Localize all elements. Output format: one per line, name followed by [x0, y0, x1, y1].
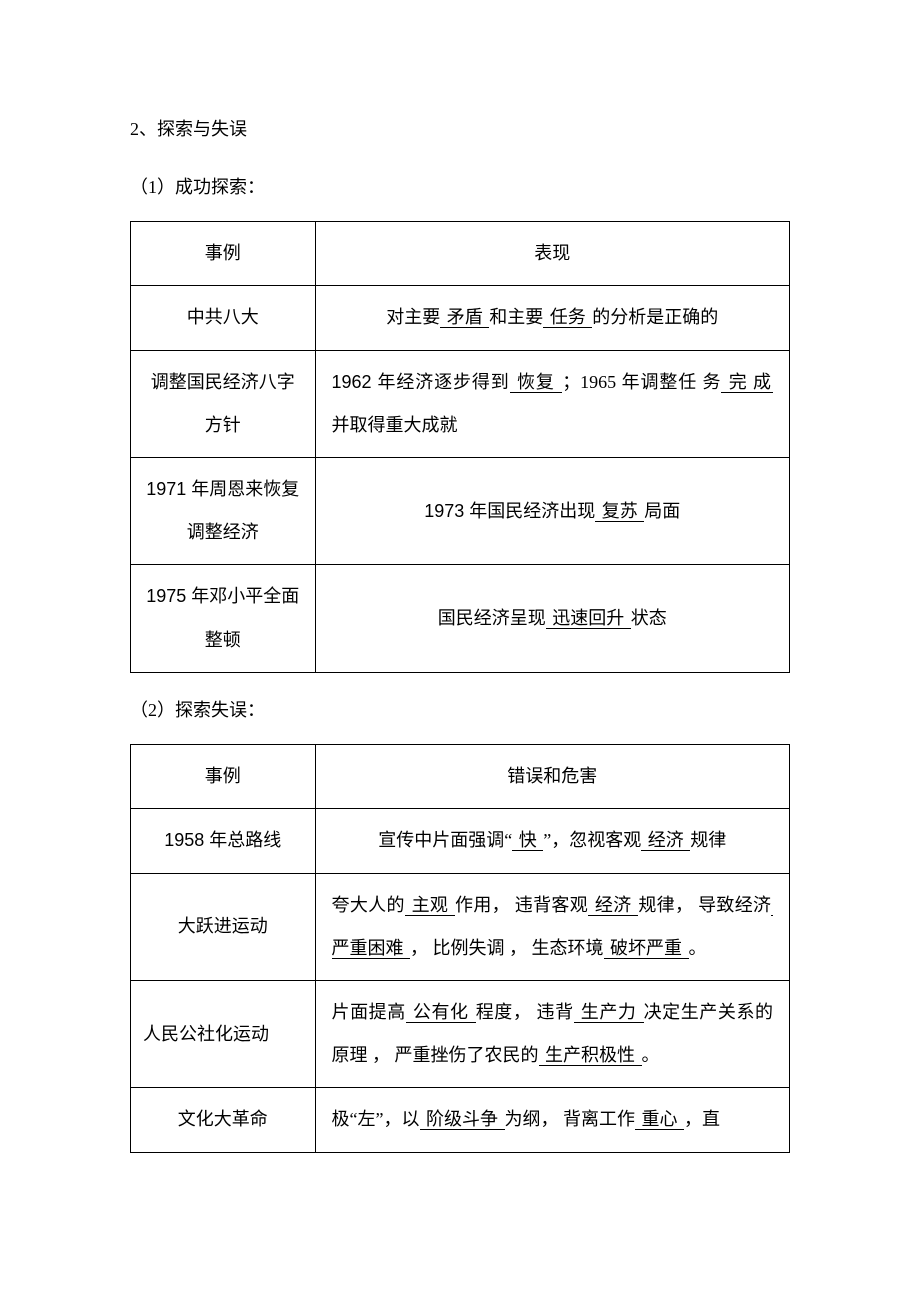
subsection-2-heading: （2）探索失误：: [130, 691, 790, 731]
table-row: 调整国民经济八字方针 1962 年经济逐步得到 恢复 ；1965 年调整任 务 …: [131, 350, 790, 457]
case-cell: 大跃进运动: [131, 873, 316, 980]
blank-fill: 公有化: [406, 1002, 476, 1023]
case-cell: 1975 年邓小平全面整顿: [131, 565, 316, 672]
success-exploration-table: 事例 表现 中共八大 对主要 矛盾 和主要 任务 的分析是正确的 调整国民经济八…: [130, 221, 790, 673]
case-cell: 中共八大: [131, 286, 316, 350]
blank-fill: 恢复: [510, 372, 563, 393]
case-cell: 1971 年周恩来恢复调整经济: [131, 457, 316, 564]
blank-fill: 重心: [635, 1109, 684, 1130]
table-header-row: 事例 表现: [131, 222, 790, 286]
blank-fill: 任务: [543, 307, 592, 328]
header-case: 事例: [131, 222, 316, 286]
header-expression: 表现: [315, 222, 789, 286]
table-row: 大跃进运动 夸大人的 主观 作用， 违背客观 经济 规律， 导致经济 严重困难 …: [131, 873, 790, 980]
blank-fill: 迅速回升: [546, 608, 631, 629]
expression-cell: 1962 年经济逐步得到 恢复 ；1965 年调整任 务 完 成 并取得重大成就: [315, 350, 789, 457]
exploration-error-table: 事例 错误和危害 1958 年总路线 宣传中片面强调“ 快 ”，忽视客观 经济 …: [130, 744, 790, 1152]
blank-fill: 经济: [588, 895, 638, 916]
header-harm: 错误和危害: [315, 745, 789, 809]
blank-fill: 阶级斗争: [420, 1109, 505, 1130]
blank-fill: 破坏严重: [604, 938, 689, 959]
expression-cell: 1973 年国民经济出现 复苏 局面: [315, 457, 789, 564]
table-row: 1975 年邓小平全面整顿 国民经济呈现 迅速回升 状态: [131, 565, 790, 672]
table-row: 人民公社化运动 片面提高 公有化 程度， 违背 生产力 决定生产关系的原理 ， …: [131, 981, 790, 1088]
harm-cell: 夸大人的 主观 作用， 违背客观 经济 规律， 导致经济 严重困难 ， 比例失调…: [315, 873, 789, 980]
blank-fill: 完 成: [721, 372, 773, 393]
header-case: 事例: [131, 745, 316, 809]
subsection-1-heading: （1）成功探索：: [130, 168, 790, 208]
expression-cell: 对主要 矛盾 和主要 任务 的分析是正确的: [315, 286, 789, 350]
table-row: 中共八大 对主要 矛盾 和主要 任务 的分析是正确的: [131, 286, 790, 350]
expression-cell: 国民经济呈现 迅速回升 状态: [315, 565, 789, 672]
section-heading: 2、探索与失误: [130, 110, 790, 150]
table-row: 1958 年总路线 宣传中片面强调“ 快 ”，忽视客观 经济 规律: [131, 809, 790, 873]
heading-text: 2、探索与失误: [130, 119, 247, 139]
table-row: 文化大革命 极“左”，以 阶级斗争 为纲， 背离工作 重心 ，直: [131, 1088, 790, 1152]
case-cell: 人民公社化运动: [131, 981, 316, 1088]
harm-cell: 宣传中片面强调“ 快 ”，忽视客观 经济 规律: [315, 809, 789, 873]
harm-cell: 片面提高 公有化 程度， 违背 生产力 决定生产关系的原理 ， 严重挫伤了农民的…: [315, 981, 789, 1088]
blank-fill: 生产力: [574, 1002, 644, 1023]
table-row: 1971 年周恩来恢复调整经济 1973 年国民经济出现 复苏 局面: [131, 457, 790, 564]
case-cell: 文化大革命: [131, 1088, 316, 1152]
document-page: 2、探索与失误 （1）成功探索： 事例 表现 中共八大 对主要 矛盾 和主要 任…: [0, 0, 920, 1231]
harm-cell: 极“左”，以 阶级斗争 为纲， 背离工作 重心 ，直: [315, 1088, 789, 1152]
blank-fill: 快: [512, 830, 543, 851]
blank-fill: 复苏: [595, 501, 644, 522]
blank-fill: 主观: [405, 895, 455, 916]
table-header-row: 事例 错误和危害: [131, 745, 790, 809]
blank-fill: 经济: [641, 830, 690, 851]
blank-fill: 生产积极性: [539, 1045, 642, 1066]
case-cell: 1958 年总路线: [131, 809, 316, 873]
blank-fill: 矛盾: [440, 307, 489, 328]
case-cell: 调整国民经济八字方针: [131, 350, 316, 457]
